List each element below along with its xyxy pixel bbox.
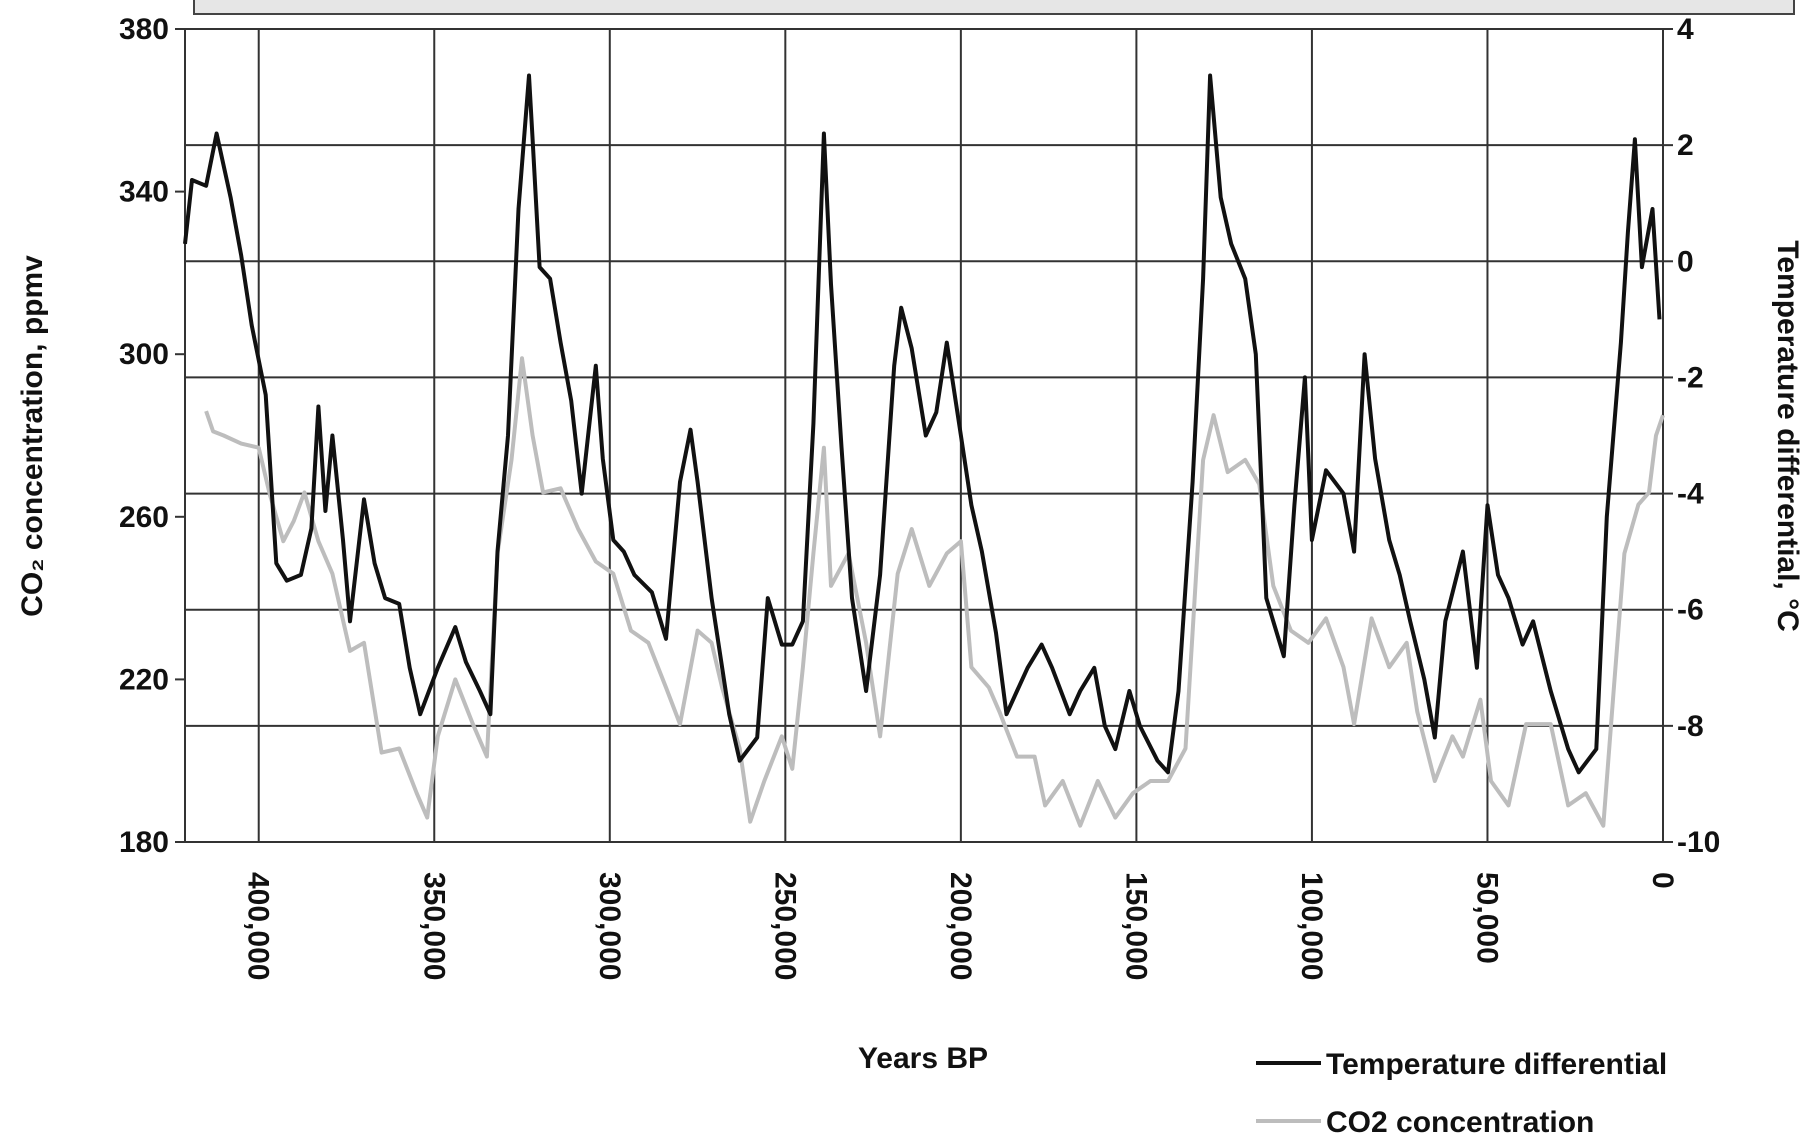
y-tick-label: 260 [119,501,169,534]
x-tick-label: 250,000 [768,872,801,980]
y2-tick-label: 2 [1677,129,1694,162]
y2-tick-label: -6 [1677,594,1704,627]
y2-tick-label: -10 [1677,826,1720,859]
header-box [193,0,1795,15]
y-tick-label: 380 [119,13,169,46]
x-axis-label: Years BP [858,1042,988,1075]
x-tick-label: 300,000 [593,872,626,980]
x-tick-label: 150,000 [1119,872,1152,980]
x-tick-label: 100,000 [1295,872,1328,980]
y2-axis-label: Temperature differential, °C [1771,240,1804,632]
series-line [183,73,1662,775]
y2-tick-label: -4 [1677,478,1704,511]
series-line [204,356,1665,828]
x-tick-label: 350,000 [417,872,450,980]
y-axis-label: CO₂ concentration, ppmv [16,255,49,617]
y2-tick-label: -2 [1677,361,1704,394]
x-tick-label: 0 [1646,872,1679,889]
y2-tick-label: 0 [1677,245,1694,278]
legend-label: Temperature differential [1326,1048,1667,1081]
legend-label: CO2 concentration [1326,1106,1594,1137]
x-tick-label: 400,000 [242,872,275,980]
y-tick-label: 340 [119,176,169,209]
y-tick-label: 180 [119,826,169,859]
y2-tick-label: 4 [1677,13,1694,46]
x-tick-label: 200,000 [944,872,977,980]
y-tick-label: 300 [119,338,169,371]
x-tick-label: 50,000 [1470,872,1503,964]
y-tick-label: 220 [119,663,169,696]
y2-tick-label: -8 [1677,710,1704,743]
